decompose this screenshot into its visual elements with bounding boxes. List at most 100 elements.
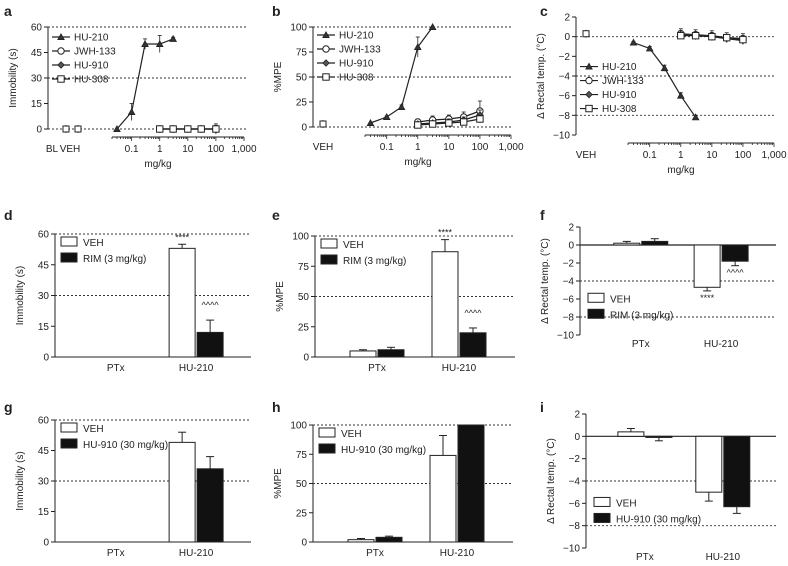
y-tick-label: 0 xyxy=(574,432,580,443)
legend-swatch xyxy=(320,238,338,249)
y-tick-label: 0 xyxy=(301,538,307,549)
bar-HU-910 (30 mg/kg)-HU-210 xyxy=(457,424,485,543)
y-tick-label: −10 xyxy=(563,544,580,555)
panel-label-i: i xyxy=(540,399,544,415)
legend-label: HU-210 xyxy=(74,33,109,44)
legend-label: VEH xyxy=(83,424,104,435)
panel-g: g 0 15 30 45 60 Immobility (s) PTx HU-210 VEH HU-9… xyxy=(4,399,251,559)
y-tick-label: 15 xyxy=(31,99,43,110)
y-tick-label: 0 xyxy=(564,32,570,43)
bar-VEH-HU-210 xyxy=(429,454,457,543)
legend-swatch xyxy=(318,443,336,454)
series-line-HU-210 xyxy=(116,38,174,130)
bar-VEH-PTx xyxy=(349,350,377,358)
y-tick-label: 2 xyxy=(574,410,580,421)
x-tick-label: 1,000 xyxy=(761,150,786,161)
significance-mark: **** xyxy=(175,232,190,242)
legend-label: VEH xyxy=(610,294,631,305)
bar-VEH-HU-210 xyxy=(693,244,721,288)
data-point xyxy=(127,107,136,115)
y-tick-label: 30 xyxy=(38,291,50,302)
y-tick-label: 2 xyxy=(568,223,574,234)
y-tick-label: 45 xyxy=(38,260,50,271)
x-tick-label: 1 xyxy=(157,144,163,155)
legend-swatch xyxy=(587,292,605,303)
panel-c: c 2 0 −2 −4 −6 −8 −10 Δ Rectal temp. (°C) 0.1 1 10 1… xyxy=(536,3,787,176)
data-point xyxy=(414,121,422,129)
x-tick-label: 1,000 xyxy=(498,142,523,153)
baseline-point xyxy=(62,125,70,133)
y-tick-label: 30 xyxy=(38,477,50,488)
y-tick-label: 30 xyxy=(31,74,43,85)
legend-marker xyxy=(585,104,593,113)
y-tick-label: −8 xyxy=(569,521,581,532)
legend-marker xyxy=(585,76,593,85)
legend-label: HU-308 xyxy=(602,104,637,115)
legend-marker xyxy=(322,30,330,38)
y-axis-label: %MPE xyxy=(273,61,284,92)
legend-swatch xyxy=(318,427,336,438)
legend-label: RIM (3 mg/kg) xyxy=(83,254,146,265)
bar-RIM (3 mg/kg)-PTx xyxy=(641,240,669,246)
legend-swatch xyxy=(593,496,611,507)
x-tick-label: 0.1 xyxy=(643,150,657,161)
y-tick-label: 0 xyxy=(301,123,307,134)
legend-marker xyxy=(57,47,65,55)
y-axis-label: Immobility (s) xyxy=(8,48,19,107)
data-point xyxy=(141,39,149,47)
x-category-label: PTx xyxy=(636,552,654,563)
legend-marker xyxy=(322,73,330,81)
x-tick-label: VEH xyxy=(313,142,334,153)
y-tick-label: −4 xyxy=(563,277,575,288)
panel-label-h: h xyxy=(272,399,281,415)
legend-label: VEH xyxy=(343,240,364,251)
y-tick-label: 0 xyxy=(43,538,49,549)
data-point xyxy=(739,35,747,44)
baseline-point xyxy=(319,120,327,128)
x-tick-label: BL xyxy=(46,144,59,155)
bar-VEH-PTx xyxy=(347,539,375,543)
y-tick-label: 50 xyxy=(296,479,308,490)
x-tick-label: 1 xyxy=(678,150,684,161)
legend-swatch xyxy=(60,422,78,433)
y-tick-label: 45 xyxy=(31,48,43,59)
legend-label: RIM (3 mg/kg) xyxy=(610,310,673,321)
legend-label: JWH-133 xyxy=(602,76,644,87)
legend-label: HU-308 xyxy=(74,75,109,86)
data-point xyxy=(113,124,121,132)
panel-f: f 2 0 −2 −4 −6 −8 −10 Δ Rectal temp. (°C) PTx HU-2… xyxy=(540,207,776,350)
y-tick-label: −8 xyxy=(563,313,575,324)
data-point xyxy=(645,44,654,52)
legend-swatch xyxy=(60,438,78,449)
y-tick-label: 75 xyxy=(296,48,308,59)
x-tick-label: VEH xyxy=(576,150,597,161)
significance-mark: **** xyxy=(438,228,453,238)
bar-VEH-HU-210 xyxy=(695,435,723,493)
x-category-label: HU-210 xyxy=(442,363,477,374)
x-category-label: HU-210 xyxy=(179,363,214,374)
data-point xyxy=(382,112,391,120)
legend-label: HU-210 xyxy=(339,31,374,42)
legend-swatch xyxy=(60,236,78,247)
y-tick-label: −4 xyxy=(569,477,581,488)
panel-a: a 0 15 30 45 60 Immobility (s) 0.1 1 10 100 1,000 BL… xyxy=(4,3,257,170)
data-point xyxy=(660,64,669,72)
x-tick-label: 0.1 xyxy=(380,142,394,153)
y-tick-label: −2 xyxy=(559,52,571,63)
y-tick-label: −8 xyxy=(559,111,571,122)
legend-marker xyxy=(585,90,593,99)
legend-label: VEH xyxy=(83,238,104,249)
data-point xyxy=(428,22,437,30)
y-tick-label: −10 xyxy=(553,131,570,142)
panel-e: e 0 25 50 75 100 %MPE PTx HU-210 **** ^^^^ VEH RIM (… xyxy=(272,207,515,374)
legend-marker xyxy=(322,45,330,53)
x-tick-label: 100 xyxy=(735,150,752,161)
legend-label: HU-210 xyxy=(602,62,637,73)
y-tick-label: 25 xyxy=(296,508,308,519)
x-tick-label: 1 xyxy=(415,142,421,153)
data-point xyxy=(366,118,375,126)
data-point xyxy=(428,120,437,128)
legend-marker xyxy=(57,32,65,40)
data-point xyxy=(676,91,685,99)
legend-label: HU-910 (30 mg/kg) xyxy=(341,445,426,456)
